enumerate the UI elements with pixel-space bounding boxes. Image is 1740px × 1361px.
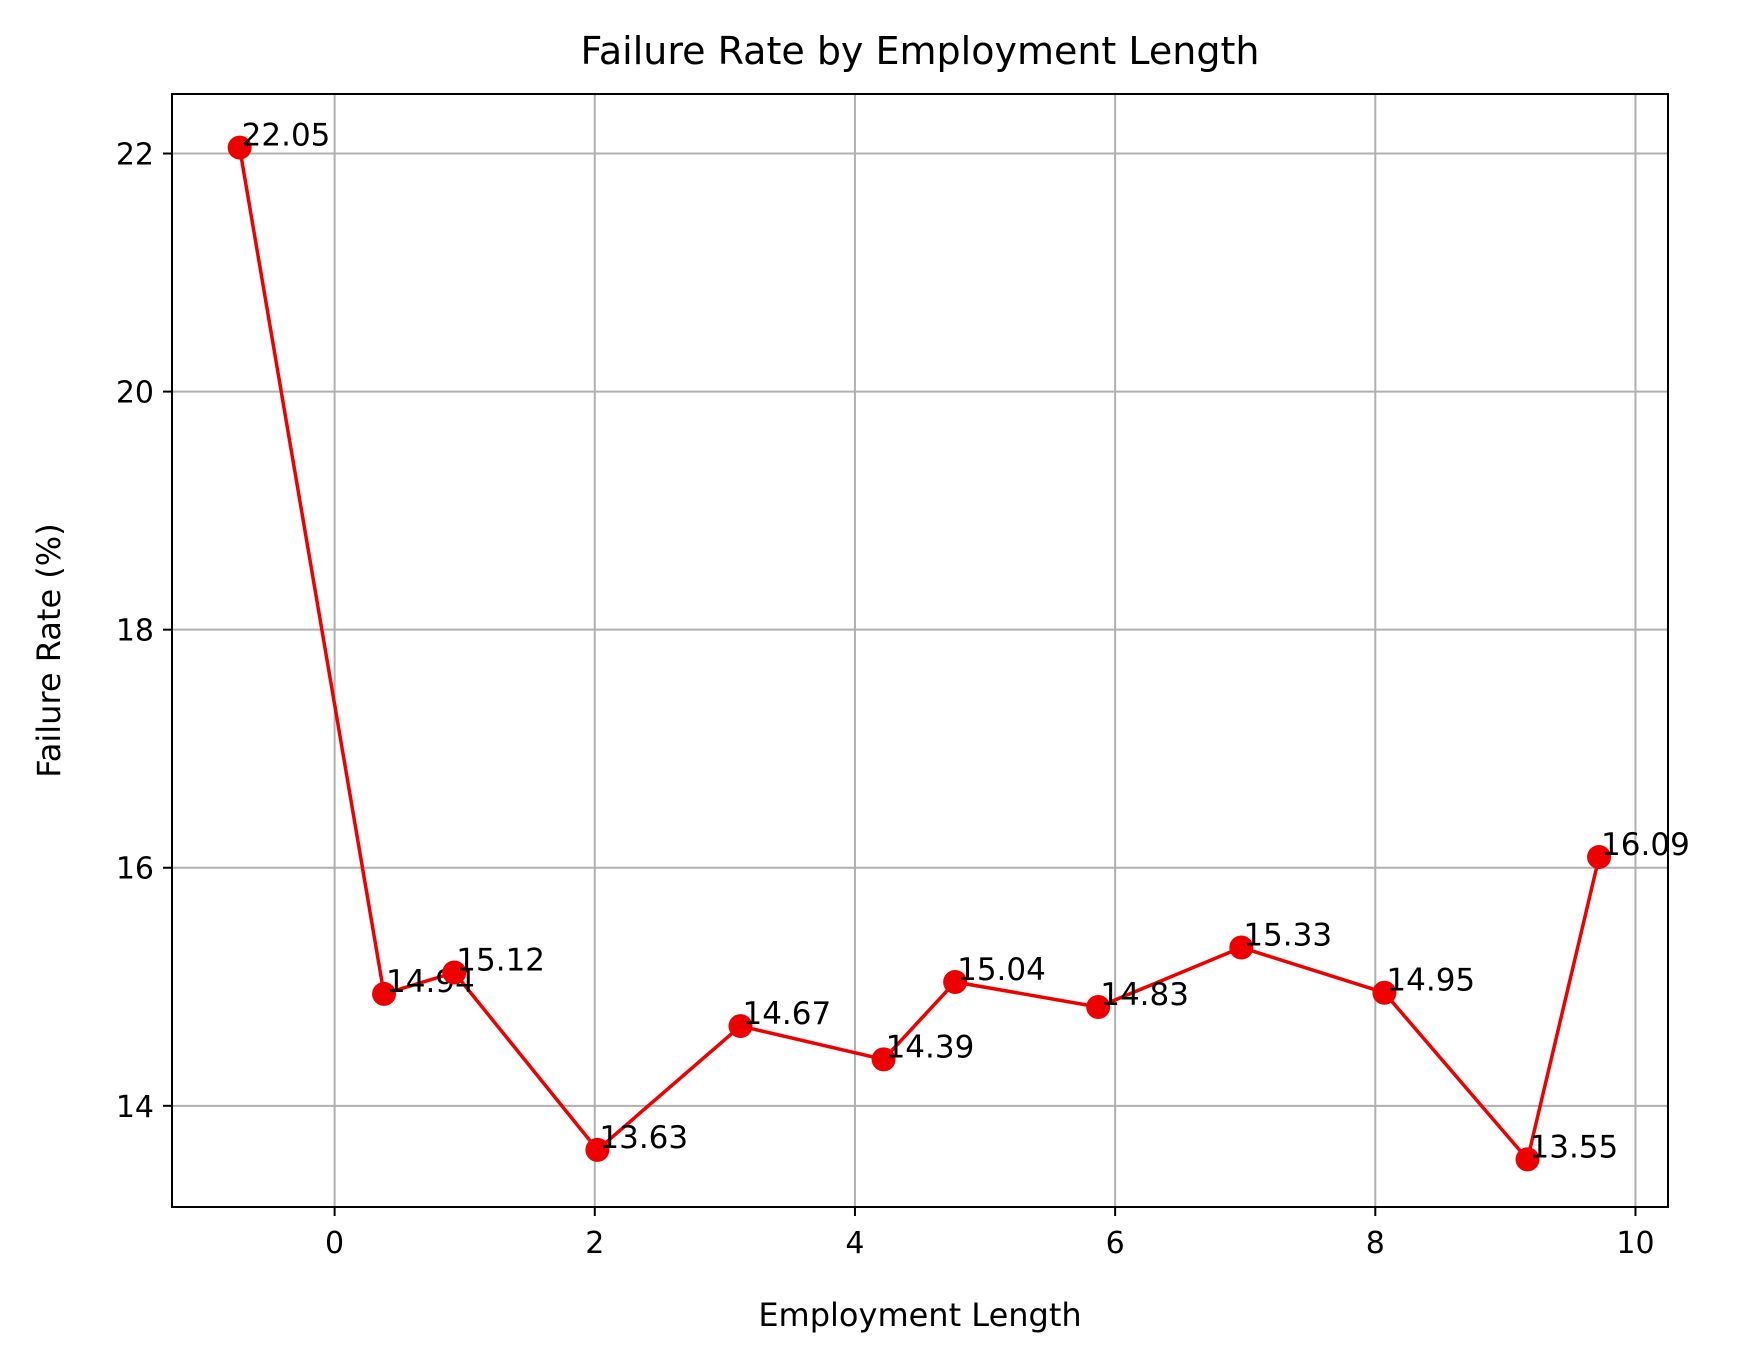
chart-title: Failure Rate by Employment Length	[581, 29, 1260, 73]
data-point	[1372, 980, 1397, 1005]
data-point	[1086, 995, 1111, 1020]
y-tick-label: 18	[116, 614, 154, 649]
data-point	[372, 981, 397, 1006]
series-line	[237, 147, 1601, 1162]
plot-frame	[171, 93, 1669, 1208]
data-point	[1515, 1147, 1540, 1172]
x-tick-label: 10	[1616, 1226, 1654, 1261]
data-point	[442, 960, 467, 985]
series-failure-rate: 22.0514.9415.1213.6314.6714.3915.0414.83…	[227, 118, 1690, 1172]
data-label: 15.12	[456, 942, 545, 978]
data-point	[1587, 845, 1612, 870]
data-label: 14.83	[1100, 977, 1189, 1013]
y-tick-label: 22	[116, 138, 154, 173]
data-label: 14.67	[742, 996, 831, 1032]
data-label: 15.04	[957, 952, 1046, 988]
x-tick-label: 0	[325, 1226, 344, 1261]
data-point	[871, 1047, 896, 1072]
data-label: 14.95	[1386, 963, 1475, 999]
y-tick-label: 20	[116, 376, 154, 411]
data-label: 16.09	[1601, 827, 1690, 863]
y-tick-label: 16	[116, 852, 154, 887]
x-tick-label: 6	[1106, 1226, 1125, 1261]
data-label: 13.63	[599, 1120, 688, 1156]
data-label: 13.55	[1530, 1129, 1619, 1165]
y-tick-label: 14	[116, 1090, 154, 1125]
axes: 0 2 4 6 8 10 14 16 18 20 22	[116, 138, 1655, 1261]
x-tick-label: 2	[585, 1226, 604, 1261]
data-point	[227, 135, 252, 160]
x-axis-label: Employment Length	[758, 1296, 1081, 1334]
data-point	[585, 1137, 610, 1162]
data-point	[728, 1014, 753, 1039]
x-tick-label: 8	[1366, 1226, 1385, 1261]
grid	[172, 94, 1668, 1207]
y-axis-label: Failure Rate (%)	[30, 523, 68, 777]
data-point	[1229, 935, 1254, 960]
data-label: 22.05	[242, 118, 331, 154]
data-point	[943, 970, 968, 995]
data-label: 14.39	[886, 1029, 975, 1065]
data-label: 15.33	[1243, 917, 1332, 953]
x-tick-label: 4	[845, 1226, 864, 1261]
